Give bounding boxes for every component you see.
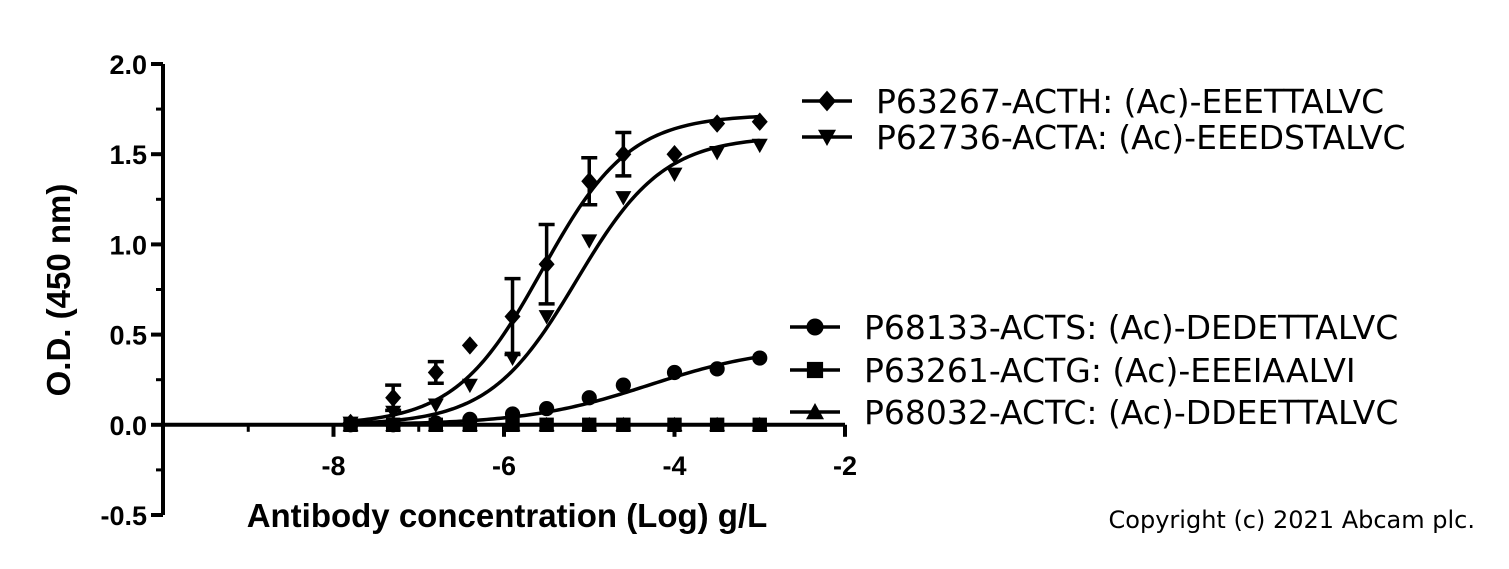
triangle-down-marker (751, 138, 768, 154)
legend-label: P68032-ACTC: (Ac)-DDEETTALVC (864, 393, 1398, 432)
y-tick-label: 2.0 (109, 50, 147, 80)
triangle-up-marker (751, 416, 768, 432)
circle-marker (752, 350, 768, 366)
triangle-up-marker (666, 416, 683, 432)
square-marker (806, 361, 824, 379)
triangle-up-marker (385, 416, 402, 432)
fit-curves (350, 114, 761, 427)
triangle-down-marker (538, 310, 555, 325)
diamond-marker (751, 112, 768, 131)
diamond-marker (666, 145, 683, 164)
circle-marker (539, 400, 555, 417)
diamond-marker (385, 388, 402, 407)
axes: 2.0 1.5 1.0 0.5 0.0 -0.5 -8 -6 -4 -2 (100, 50, 857, 531)
legend-label: P63261-ACTG: (Ac)-EEEIAALVI (864, 351, 1356, 390)
y-tick-label: 0.5 (109, 321, 147, 351)
triangle-up-marker (806, 403, 824, 420)
x-axis-title: Antibody concentration (Log) g/L (247, 497, 768, 534)
x-tick-label: -8 (321, 451, 345, 481)
y-tick-label: 1.0 (109, 230, 147, 260)
x-tick-label: -2 (833, 451, 857, 481)
triangle-down-marker (666, 167, 683, 183)
diamond-marker (538, 255, 555, 274)
fit-curve (350, 354, 761, 426)
triangle-up-marker (342, 416, 359, 432)
diamond-marker (504, 307, 521, 326)
triangle-down-marker (461, 378, 478, 394)
triangle-down-marker (709, 145, 726, 161)
triangle-down-marker (818, 129, 836, 146)
y-tick-label: 0.0 (109, 411, 147, 441)
triangle-down-marker (504, 351, 521, 367)
circle-marker (666, 364, 683, 381)
triangle-up-marker (581, 416, 598, 432)
triangle-down-marker (615, 191, 632, 206)
circle-marker (581, 390, 597, 406)
diamond-marker (818, 90, 836, 112)
triangle-up-marker (504, 416, 521, 432)
triangle-up-marker (538, 416, 555, 432)
fit-curve (350, 114, 760, 423)
circle-marker (709, 361, 725, 377)
circle-marker (806, 318, 824, 336)
y-tick-label: 1.5 (109, 140, 147, 170)
legend-label: P63267-ACTH: (Ac)-EEETTALVC (876, 82, 1384, 121)
triangle-down-marker (581, 234, 598, 249)
diamond-marker (427, 363, 444, 382)
triangle-up-marker (427, 416, 444, 432)
triangle-down-marker (427, 398, 444, 413)
data-points (342, 112, 768, 433)
legend-label: P62736-ACTA: (Ac)-EEEDSTALVC (876, 118, 1406, 157)
legend: P63267-ACTH: (Ac)-EEETTALVCP62736-ACTA: … (790, 82, 1406, 432)
triangle-up-marker (709, 416, 726, 432)
triangle-down-marker (385, 405, 402, 421)
x-tick-label: -6 (492, 451, 516, 481)
triangle-up-marker (615, 416, 632, 432)
diamond-marker (461, 336, 478, 355)
y-axis-title: O.D. (450 nm) (40, 184, 77, 397)
x-tick-label: -4 (662, 451, 686, 481)
diamond-marker (709, 114, 726, 133)
copyright-text: Copyright (c) 2021 Abcam plc. (1109, 506, 1475, 534)
triangle-up-marker (461, 416, 478, 432)
y-tick-label: -0.5 (100, 501, 147, 531)
diamond-marker (581, 172, 598, 191)
diamond-marker (615, 145, 632, 164)
circle-marker (615, 377, 631, 393)
fit-curve (350, 138, 760, 425)
legend-label: P68133-ACTS: (Ac)-DEDETTALVC (864, 308, 1398, 347)
